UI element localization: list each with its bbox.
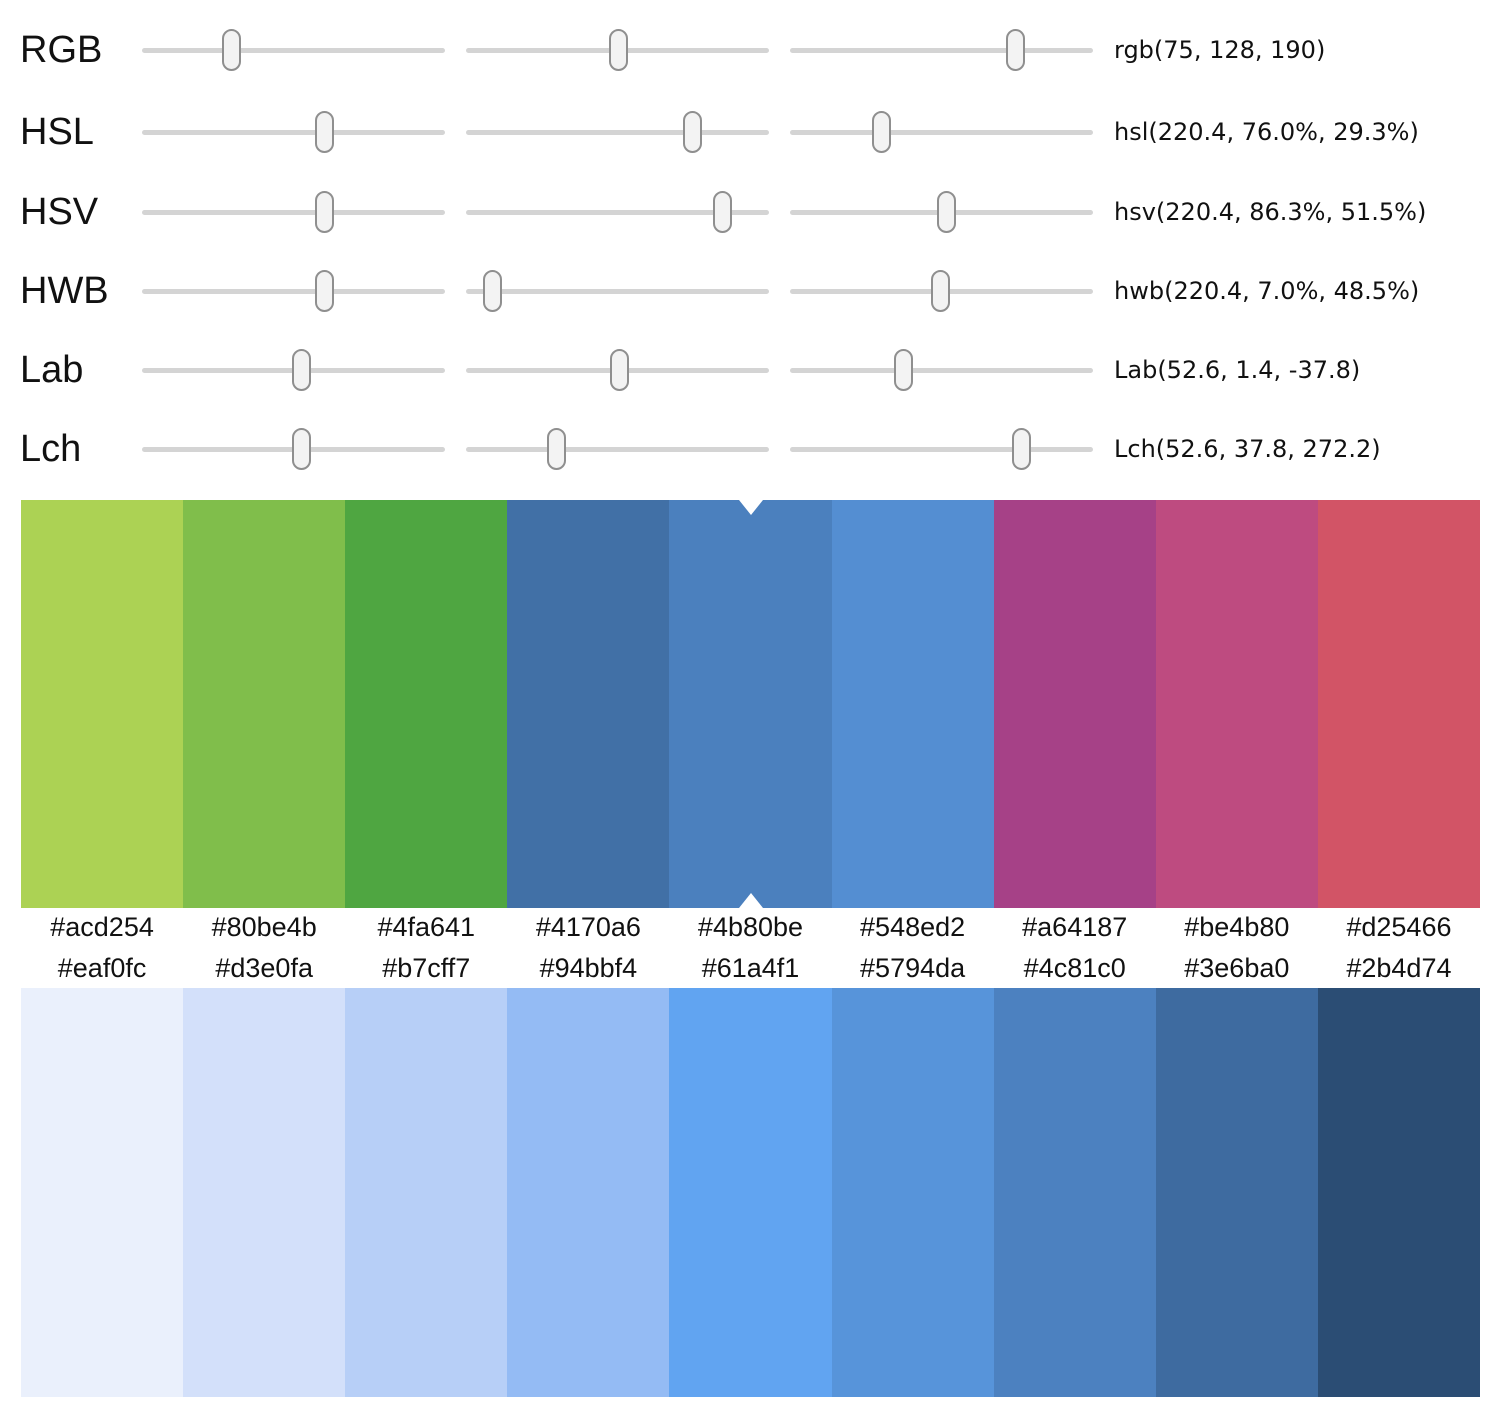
harmony-swatch-4[interactable]	[669, 500, 832, 908]
lab-slider-thumb-2[interactable]	[610, 349, 630, 391]
harmony-swatch-2[interactable]	[345, 500, 508, 908]
lch-value: Lch(52.6, 37.8, 272.2)	[1114, 435, 1381, 463]
hwb-slider-track-1[interactable]	[142, 270, 445, 312]
harmony-palette	[21, 500, 1480, 908]
hsv-slider-track-2[interactable]	[466, 191, 769, 233]
hwb-slider-track-3[interactable]	[790, 270, 1093, 312]
harmony-hex-label-2: #4fa641	[377, 911, 476, 942]
shade-swatch-8[interactable]	[1317, 988, 1480, 1397]
lch-slider-track-3[interactable]	[790, 428, 1093, 470]
hsl-slider-track-1[interactable]	[142, 111, 445, 153]
shade-swatch-5[interactable]	[831, 988, 994, 1397]
hsl-slider-track-3[interactable]	[790, 111, 1093, 153]
hsv-slider-thumb-2[interactable]	[713, 191, 733, 233]
shade-hex-label-5: #5794da	[860, 953, 966, 983]
rgb-slider-track-1[interactable]	[142, 29, 445, 71]
hsl-slider-thumb-1[interactable]	[315, 111, 335, 153]
shade-swatch-1[interactable]	[183, 988, 346, 1397]
rgb-slider-track-2[interactable]	[466, 29, 769, 71]
harmony-swatch-8[interactable]	[1317, 500, 1480, 908]
shades-palette	[21, 988, 1480, 1397]
hsl-slider-thumb-2[interactable]	[682, 111, 702, 153]
rgb-slider-row: RGB rgb(75, 128, 190)	[0, 9, 1501, 91]
harmony-hex-label-1: #80be4b	[211, 911, 317, 942]
lab-slider-thumb-1[interactable]	[291, 349, 311, 391]
harmony-swatch-6[interactable]	[993, 500, 1156, 908]
harmony-hex-label-6: #a64187	[1022, 911, 1128, 942]
shade-swatch-7[interactable]	[1155, 988, 1318, 1397]
hwb-slider-thumb-2[interactable]	[483, 270, 503, 312]
hwb-slider-thumb-3[interactable]	[931, 270, 951, 312]
hsv-slider-track-3[interactable]	[790, 191, 1093, 233]
lch-slider-thumb-2[interactable]	[547, 428, 567, 470]
harmony-hex-labels: #acd254 #80be4b #4fa641 #4170a6 #4b80be #548e…	[21, 905, 1480, 949]
shade-swatch-2[interactable]	[345, 988, 508, 1397]
harmony-hex-label-7: #be4b80	[1184, 911, 1290, 942]
shade-hex-label-2: #b7cff7	[382, 953, 471, 983]
lab-slider-thumb-3[interactable]	[893, 349, 913, 391]
shade-hex-label-4: #61a4f1	[701, 953, 800, 983]
hwb-slider-thumb-1[interactable]	[315, 270, 335, 312]
lab-value: Lab(52.6, 1.4, -37.8)	[1114, 356, 1361, 384]
hsv-slider-row: HSV hsv(220.4, 86.3%, 51.5%)	[0, 171, 1501, 253]
harmony-hex-label-5: #548ed2	[860, 911, 966, 942]
hsl-slider-thumb-3[interactable]	[872, 111, 892, 153]
lch-label: Lch	[20, 428, 82, 470]
hsv-slider-thumb-3[interactable]	[937, 191, 957, 233]
shades-hex-labels: #eaf0fc #d3e0fa #b7cff7 #94bbf4 #61a4f1 #5794…	[21, 949, 1480, 988]
shade-hex-label-6: #4c81c0	[1023, 953, 1126, 983]
shade-swatch-6[interactable]	[993, 988, 1156, 1397]
lch-slider-thumb-1[interactable]	[291, 428, 311, 470]
hsv-slider-track-1[interactable]	[142, 191, 445, 233]
harmony-swatch-3[interactable]	[507, 500, 670, 908]
shade-hex-label-3: #94bbf4	[539, 953, 638, 983]
lch-slider-track-1[interactable]	[142, 428, 445, 470]
hsv-label: HSV	[20, 191, 99, 233]
hwb-value: hwb(220.4, 7.0%, 48.5%)	[1114, 277, 1420, 305]
harmony-swatch-0[interactable]	[21, 500, 184, 908]
rgb-slider-thumb-2[interactable]	[608, 29, 628, 71]
rgb-slider-track-3[interactable]	[790, 29, 1093, 71]
harmony-hex-label-0: #acd254	[50, 911, 154, 942]
shade-hex-label-7: #3e6ba0	[1184, 953, 1290, 983]
hsv-value: hsv(220.4, 86.3%, 51.5%)	[1114, 198, 1427, 226]
harmony-hex-label-8: #d25466	[1346, 911, 1452, 942]
shade-hex-label-8: #2b4d74	[1346, 953, 1452, 983]
rgb-value: rgb(75, 128, 190)	[1114, 36, 1326, 64]
lab-slider-track-2[interactable]	[466, 349, 769, 391]
harmony-hex-label-3: #4170a6	[535, 911, 641, 942]
shade-swatch-4[interactable]	[669, 988, 832, 1397]
shade-swatch-0[interactable]	[21, 988, 184, 1397]
shade-hex-label-1: #d3e0fa	[215, 953, 313, 983]
rgb-slider-thumb-1[interactable]	[221, 29, 241, 71]
hsv-slider-thumb-1[interactable]	[315, 191, 335, 233]
harmony-swatch-7[interactable]	[1155, 500, 1318, 908]
hwb-slider-row: HWB hwb(220.4, 7.0%, 48.5%)	[0, 250, 1501, 332]
lch-slider-thumb-3[interactable]	[1012, 428, 1032, 470]
lab-slider-row: Lab Lab(52.6, 1.4, -37.8)	[0, 329, 1501, 411]
lab-slider-track-3[interactable]	[790, 349, 1093, 391]
harmony-swatch-1[interactable]	[183, 500, 346, 908]
lab-slider-track-1[interactable]	[142, 349, 445, 391]
hsl-slider-row: HSL hsl(220.4, 76.0%, 29.3%)	[0, 91, 1501, 173]
lch-slider-track-2[interactable]	[466, 428, 769, 470]
hsl-slider-track-2[interactable]	[466, 111, 769, 153]
harmony-swatch-5[interactable]	[831, 500, 994, 908]
rgb-label: RGB	[20, 29, 103, 71]
hsl-label: HSL	[20, 111, 94, 153]
rgb-slider-thumb-3[interactable]	[1006, 29, 1026, 71]
shade-hex-label-0: #eaf0fc	[57, 953, 147, 983]
hwb-slider-track-2[interactable]	[466, 270, 769, 312]
lch-slider-row: Lch Lch(52.6, 37.8, 272.2)	[0, 408, 1501, 490]
hwb-label: HWB	[20, 270, 109, 312]
lab-label: Lab	[20, 349, 84, 391]
hsl-value: hsl(220.4, 76.0%, 29.3%)	[1114, 118, 1419, 146]
harmony-hex-label-4: #4b80be	[697, 911, 804, 942]
shade-swatch-3[interactable]	[507, 988, 670, 1397]
